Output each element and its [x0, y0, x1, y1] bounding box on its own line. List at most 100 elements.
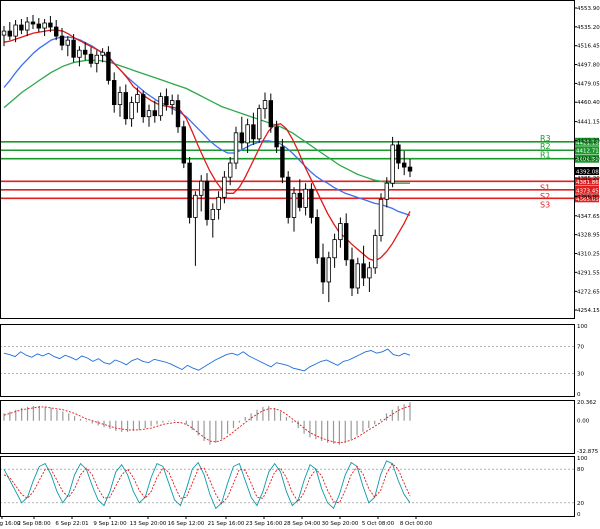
pivot-label-box [575, 185, 599, 194]
pivot-label-box [575, 154, 599, 163]
price-tick-label: 4460.40 [577, 100, 600, 106]
candle [332, 233, 337, 268]
x-tick-label: 31 Aug 16:00 [0, 521, 21, 527]
candle [65, 36, 70, 57]
candle [13, 19, 18, 43]
candle-body [262, 100, 268, 110]
price-tick-label: 4404.30 [577, 157, 600, 163]
pivot-label-r2: 4412.71 [576, 149, 599, 155]
candle [216, 191, 221, 220]
candle [181, 120, 186, 169]
price-tick-label: 4272.65 [577, 289, 600, 295]
candle [83, 42, 88, 61]
candle-body [19, 24, 24, 31]
pivot-label-s1: 4381.86 [576, 180, 599, 186]
pivot-name-s1: S1 [540, 183, 550, 192]
candle-body [378, 198, 384, 236]
current-price-box [575, 167, 599, 176]
candle [326, 251, 331, 303]
candle [106, 46, 111, 85]
candle-body [343, 223, 349, 261]
candle [169, 94, 175, 115]
candle [187, 157, 192, 224]
candle-body [94, 54, 99, 64]
pivot-label-s3: 4365.03 [576, 197, 599, 203]
pivot-name-s2: S2 [540, 192, 550, 201]
candle [175, 94, 181, 133]
candle [343, 213, 349, 266]
candle [367, 261, 372, 293]
candle-body [7, 30, 12, 37]
candle [285, 171, 291, 224]
x-tick-label: 5 Oct 08:00 [362, 521, 395, 527]
rsi-panel [0, 346, 574, 374]
pivot-label-s2: 4373.45 [576, 188, 599, 194]
candle-body [361, 263, 366, 279]
candle-body [106, 51, 111, 81]
rsi-tick-label: 100 [577, 324, 588, 330]
candle-body [77, 49, 82, 58]
pivot-name-s3: S3 [540, 200, 550, 209]
price-tick-label: 4441.15 [577, 120, 600, 126]
candle-body [227, 162, 233, 178]
macd-signal-line [3, 405, 411, 444]
candle-body [158, 96, 163, 117]
candle-body [71, 39, 76, 58]
panel-frame [0, 400, 575, 454]
candle-body [222, 176, 227, 198]
stoch-tick-label: 80 [577, 467, 584, 473]
x-tick-label: 9 Sep 12:00 [93, 521, 127, 527]
candle [71, 34, 76, 63]
stoch-k-line [3, 460, 411, 510]
candle-body [372, 235, 378, 269]
candle [251, 112, 256, 145]
candle-body [256, 108, 262, 140]
candle [274, 120, 279, 153]
candle [1, 26, 7, 47]
candle [401, 150, 407, 176]
x-tick-label: 16 Sep 12:00 [168, 521, 205, 527]
candle [355, 257, 360, 295]
candle-body [59, 35, 65, 46]
current-price-label: 4392.08 [576, 170, 599, 176]
stoch-tick-label: 100 [577, 456, 588, 462]
candle [24, 16, 30, 37]
candle-body [187, 162, 192, 218]
candle [245, 118, 250, 153]
candle-body [274, 126, 279, 148]
candle-body [13, 24, 18, 37]
candle-body [280, 146, 285, 178]
candle-body [30, 21, 36, 25]
candle [193, 191, 198, 266]
candle-body [24, 21, 30, 31]
candle [88, 47, 94, 68]
pivot-label-box [575, 146, 599, 155]
stoch-tick-label: 20 [577, 501, 584, 507]
panel-frame [0, 0, 575, 319]
candle [59, 28, 65, 51]
candle [280, 138, 285, 184]
candle [140, 90, 146, 123]
candle [7, 22, 12, 41]
candle-body [332, 239, 337, 259]
candle-body [88, 53, 94, 64]
ma-green-line [3, 59, 410, 184]
candle [378, 193, 384, 242]
candle-body [146, 110, 152, 118]
candle [372, 229, 378, 274]
candle [297, 179, 302, 212]
candle-body [210, 209, 215, 220]
candle [314, 209, 320, 264]
candle-body [112, 80, 117, 106]
candle-body [175, 100, 181, 128]
price-tick-label: 4497.80 [577, 63, 600, 69]
candle [54, 19, 59, 41]
candle-body [48, 22, 53, 28]
candle [262, 92, 268, 119]
x-tick-label: 13 Sep 20:00 [130, 521, 167, 527]
pivot-label-box [575, 194, 599, 203]
x-tick-label: 23 Sep 16:00 [246, 521, 283, 527]
candle [268, 93, 273, 133]
